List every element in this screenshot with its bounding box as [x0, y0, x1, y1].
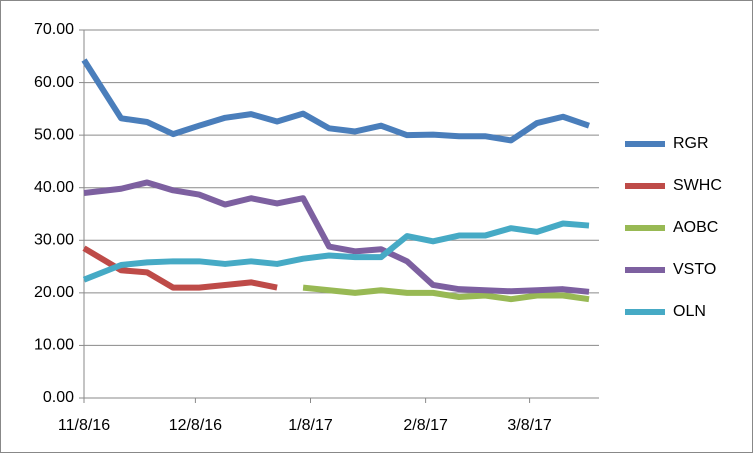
x-tick-label: 12/8/16 — [169, 417, 222, 434]
y-tick-label: 70.00 — [34, 21, 74, 38]
y-tick-label: 0.00 — [43, 389, 74, 406]
y-tick-label: 20.00 — [34, 284, 74, 301]
legend-label: AOBC — [673, 219, 718, 236]
y-tick-label: 40.00 — [34, 179, 74, 196]
series-line — [82, 245, 278, 291]
series-line — [83, 179, 590, 295]
y-tick-label: 30.00 — [34, 232, 74, 249]
series-line — [81, 58, 590, 144]
x-tick-label: 2/8/17 — [403, 417, 448, 434]
legend-label: SWHC — [673, 177, 722, 194]
legend-label: OLN — [673, 303, 706, 320]
legend-label: VSTO — [673, 261, 716, 278]
legend-label: RGR — [673, 135, 709, 152]
y-tick-label: 50.00 — [34, 126, 74, 143]
series-line — [82, 220, 590, 283]
x-tick-label: 1/8/17 — [288, 417, 333, 434]
y-tick-label: 60.00 — [34, 74, 74, 91]
series-line — [302, 284, 590, 303]
x-tick-label: 11/8/16 — [58, 417, 110, 434]
x-tick-label: 3/8/17 — [507, 417, 552, 434]
y-tick-label: 10.00 — [34, 337, 74, 354]
